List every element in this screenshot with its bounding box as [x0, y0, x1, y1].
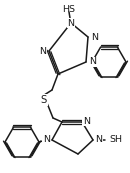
Text: N: N — [39, 47, 46, 56]
Text: N: N — [89, 57, 96, 66]
Text: SH: SH — [109, 135, 122, 144]
Text: S: S — [41, 95, 47, 105]
Text: N: N — [67, 19, 74, 28]
Text: N: N — [83, 116, 90, 125]
Text: HS: HS — [63, 4, 76, 13]
Text: N: N — [43, 135, 50, 144]
Text: N: N — [95, 135, 102, 144]
Text: N: N — [91, 34, 98, 43]
